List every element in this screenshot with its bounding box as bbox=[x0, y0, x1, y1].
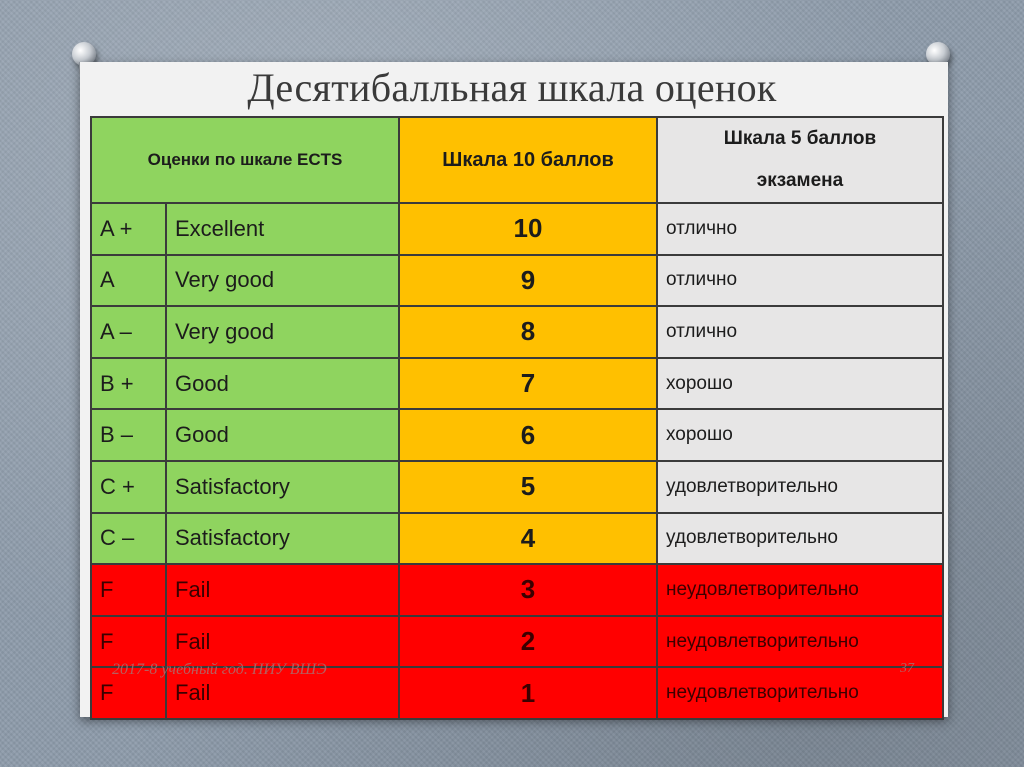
table-header-row: Оценки по шкале ECTS Шкала 10 баллов Шка… bbox=[90, 116, 944, 204]
ects-grade-cell: C + bbox=[90, 459, 167, 514]
ects-grade-cell: C – bbox=[90, 511, 167, 566]
five-point-grade-cell: отлично bbox=[656, 202, 944, 256]
ects-description-cell: Good bbox=[165, 356, 400, 411]
ten-point-score-cell: 7 bbox=[398, 356, 658, 411]
ects-grade-cell: F bbox=[90, 666, 167, 720]
ects-grade-cell: F bbox=[90, 563, 167, 617]
ten-point-score-cell: 8 bbox=[398, 305, 658, 359]
ects-grade-cell: B + bbox=[90, 356, 167, 411]
five-point-grade-cell: удовлетворительно bbox=[656, 511, 944, 566]
ten-point-score-cell: 10 bbox=[398, 202, 658, 256]
header-five-line2: экзамена bbox=[756, 170, 844, 191]
five-point-grade-cell: хорошо bbox=[656, 356, 944, 411]
five-point-grade-cell: хорошо bbox=[656, 408, 944, 462]
five-point-grade-cell: отлично bbox=[656, 305, 944, 359]
ten-point-score-cell: 1 bbox=[398, 666, 658, 720]
five-point-grade-cell: неудовлетворительно bbox=[656, 666, 944, 720]
table-row: F Fail 3 неудовлетворительно bbox=[90, 563, 944, 617]
ects-description-cell: Very good bbox=[165, 305, 400, 359]
table-row: B + Good 7 хорошо bbox=[90, 356, 944, 411]
table-row: A – Very good 8 отлично bbox=[90, 305, 944, 359]
ects-description-cell: Satisfactory bbox=[165, 511, 400, 566]
ten-point-score-cell: 6 bbox=[398, 408, 658, 462]
five-point-grade-cell: удовлетворительно bbox=[656, 459, 944, 514]
page-title: Десятибалльная шкала оценок bbox=[247, 65, 777, 110]
ten-point-score-cell: 5 bbox=[398, 459, 658, 514]
footer-page-number: 37 bbox=[900, 661, 914, 676]
ects-description-cell: Fail bbox=[165, 614, 400, 669]
ects-description-cell: Excellent bbox=[165, 202, 400, 256]
ects-grade-cell: F bbox=[90, 614, 167, 669]
ects-description-cell: Satisfactory bbox=[165, 459, 400, 514]
footer-academic-year: 2017-8 учебный год. НИУ ВШЭ bbox=[112, 661, 327, 678]
header-five-line1: Шкала 5 баллов bbox=[723, 128, 877, 149]
ects-grade-cell: B – bbox=[90, 408, 167, 462]
ects-grade-cell: A bbox=[90, 253, 167, 308]
table-row: A Very good 9 отлично bbox=[90, 253, 944, 308]
table-row: C + Satisfactory 5 удовлетворительно bbox=[90, 459, 944, 514]
header-ects: Оценки по шкале ECTS bbox=[90, 116, 400, 204]
ects-description-cell: Very good bbox=[165, 253, 400, 308]
ten-point-score-cell: 9 bbox=[398, 253, 658, 308]
ects-description-cell: Fail bbox=[165, 666, 400, 720]
five-point-grade-cell: неудовлетворительно bbox=[656, 563, 944, 617]
table-row: F Fail 2 неудовлетворительно bbox=[90, 614, 944, 669]
five-point-grade-cell: отлично bbox=[656, 253, 944, 308]
ects-description-cell: Good bbox=[165, 408, 400, 462]
table-row: C – Satisfactory 4 удовлетворительно bbox=[90, 511, 944, 566]
grading-scale-table: Оценки по шкале ECTS Шкала 10 баллов Шка… bbox=[90, 116, 944, 720]
ten-point-score-cell: 3 bbox=[398, 563, 658, 617]
header-five-point: Шкала 5 баллов экзамена bbox=[656, 116, 944, 204]
ects-grade-cell: A – bbox=[90, 305, 167, 359]
table-row: F Fail 1 неудовлетворительно bbox=[90, 666, 944, 720]
ten-point-score-cell: 2 bbox=[398, 614, 658, 669]
table-row: B – Good 6 хорошо bbox=[90, 408, 944, 462]
header-ten-point: Шкала 10 баллов bbox=[398, 116, 658, 204]
table-row: A + Excellent 10 отлично bbox=[90, 202, 944, 256]
ects-description-cell: Fail bbox=[165, 563, 400, 617]
ten-point-score-cell: 4 bbox=[398, 511, 658, 566]
five-point-grade-cell: неудовлетворительно bbox=[656, 614, 944, 669]
ects-grade-cell: A + bbox=[90, 202, 167, 256]
